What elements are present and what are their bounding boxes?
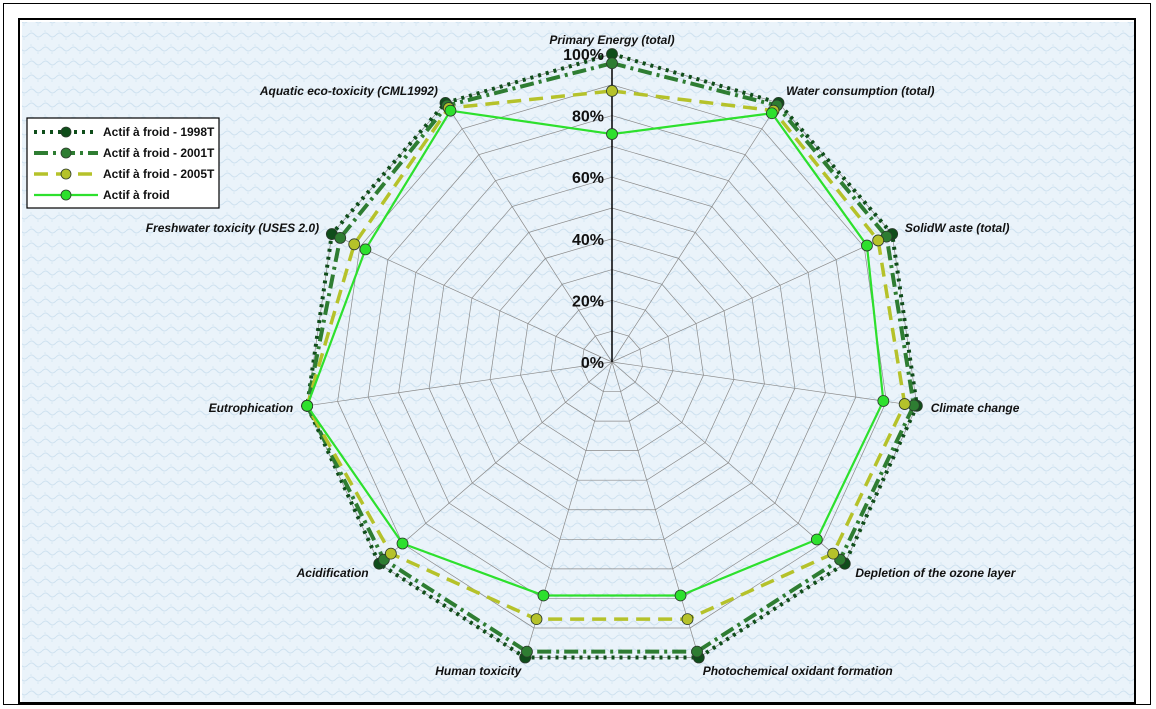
grid-ring (520, 269, 704, 452)
legend-entry: Actif à froid - 1998T (103, 125, 215, 139)
grid-spoke (378, 361, 613, 564)
radial-tick-label: 0% (581, 355, 604, 372)
data-point (691, 645, 703, 658)
axis-label: Freshwater toxicity (USES 2.0) (146, 221, 319, 235)
grid-spoke (524, 361, 613, 658)
legend-swatch-marker (60, 168, 72, 180)
grid-ring (428, 176, 796, 540)
series-line (305, 52, 919, 660)
data-point (384, 547, 397, 560)
axis-label: Photochemical oxidant formation (703, 664, 893, 678)
series-line (305, 89, 907, 621)
legend-entry: Actif à froid - 2005T (103, 167, 215, 181)
radar-series (301, 48, 923, 664)
data-point (530, 613, 543, 626)
grid-ring (489, 238, 735, 481)
axis-label: SolidW aste (total) (905, 221, 1010, 235)
data-point (877, 395, 890, 407)
data-point (606, 128, 618, 140)
grid-spoke (307, 361, 613, 407)
series-3 (301, 104, 890, 602)
grid-spoke (611, 233, 893, 363)
plot-area (18, 18, 1136, 704)
radial-tick-label: 20% (572, 293, 604, 310)
grid-spoke (445, 102, 613, 363)
legend-swatch-marker (60, 126, 72, 138)
radial-tick-label: 60% (572, 170, 604, 187)
grid-spoke (611, 361, 917, 407)
data-point (765, 107, 778, 120)
axis-label: Eutrophication (209, 401, 294, 415)
data-point (810, 533, 823, 546)
radial-ticks: 0% 20% 40% 60% 80% 100% (563, 47, 604, 372)
axis-label: Depletion of the ozone layer (855, 566, 1016, 580)
data-point (681, 613, 694, 626)
data-point (301, 399, 314, 412)
data-point (861, 239, 873, 252)
axis-labels: Primary Energy (total) Water consumption … (146, 33, 1020, 678)
data-point (521, 645, 533, 658)
grid-ring (550, 300, 674, 422)
radial-tick-label: 40% (572, 232, 604, 249)
radial-tick-label: 100% (563, 47, 604, 64)
grid-spoke (611, 102, 779, 363)
axis-label: Aquatic eco-toxicity (CML1992) (259, 84, 438, 98)
grid-ring (398, 146, 826, 570)
grid-spoke (611, 361, 700, 658)
radial-tick-label: 80% (572, 109, 604, 126)
data-point (359, 243, 372, 256)
data-point (444, 104, 457, 117)
data-point (606, 85, 618, 97)
series-line (306, 109, 885, 597)
axis-label: Acidification (296, 566, 369, 580)
legend-entry: Actif à froid (103, 188, 170, 202)
data-point (872, 234, 885, 247)
series-line (305, 61, 916, 654)
data-point (348, 238, 361, 251)
legend-swatch-marker (60, 147, 72, 159)
data-point (537, 589, 550, 602)
data-point (898, 398, 911, 410)
axis-label: Primary Energy (total) (549, 33, 674, 47)
data-point (334, 231, 347, 244)
grid-spoke (611, 361, 846, 564)
grid-ring (459, 207, 765, 511)
legend: Actif à froid - 1998T Actif à froid - 200… (26, 117, 220, 209)
axis-label: Human toxicity (435, 664, 522, 678)
data-point (396, 537, 409, 550)
grid-spoke (331, 233, 613, 363)
grid-ring (367, 115, 857, 599)
axis-label: Water consumption (total) (786, 84, 934, 98)
legend-swatch-marker (60, 189, 72, 201)
data-point (674, 589, 687, 602)
grid-ring (581, 330, 643, 392)
grid-ring (337, 84, 887, 629)
radar-grid (306, 53, 918, 658)
data-point (606, 57, 618, 70)
data-point (827, 547, 840, 560)
axis-label: Climate change (931, 401, 1020, 415)
legend-entry: Actif à froid - 2001T (103, 146, 215, 160)
